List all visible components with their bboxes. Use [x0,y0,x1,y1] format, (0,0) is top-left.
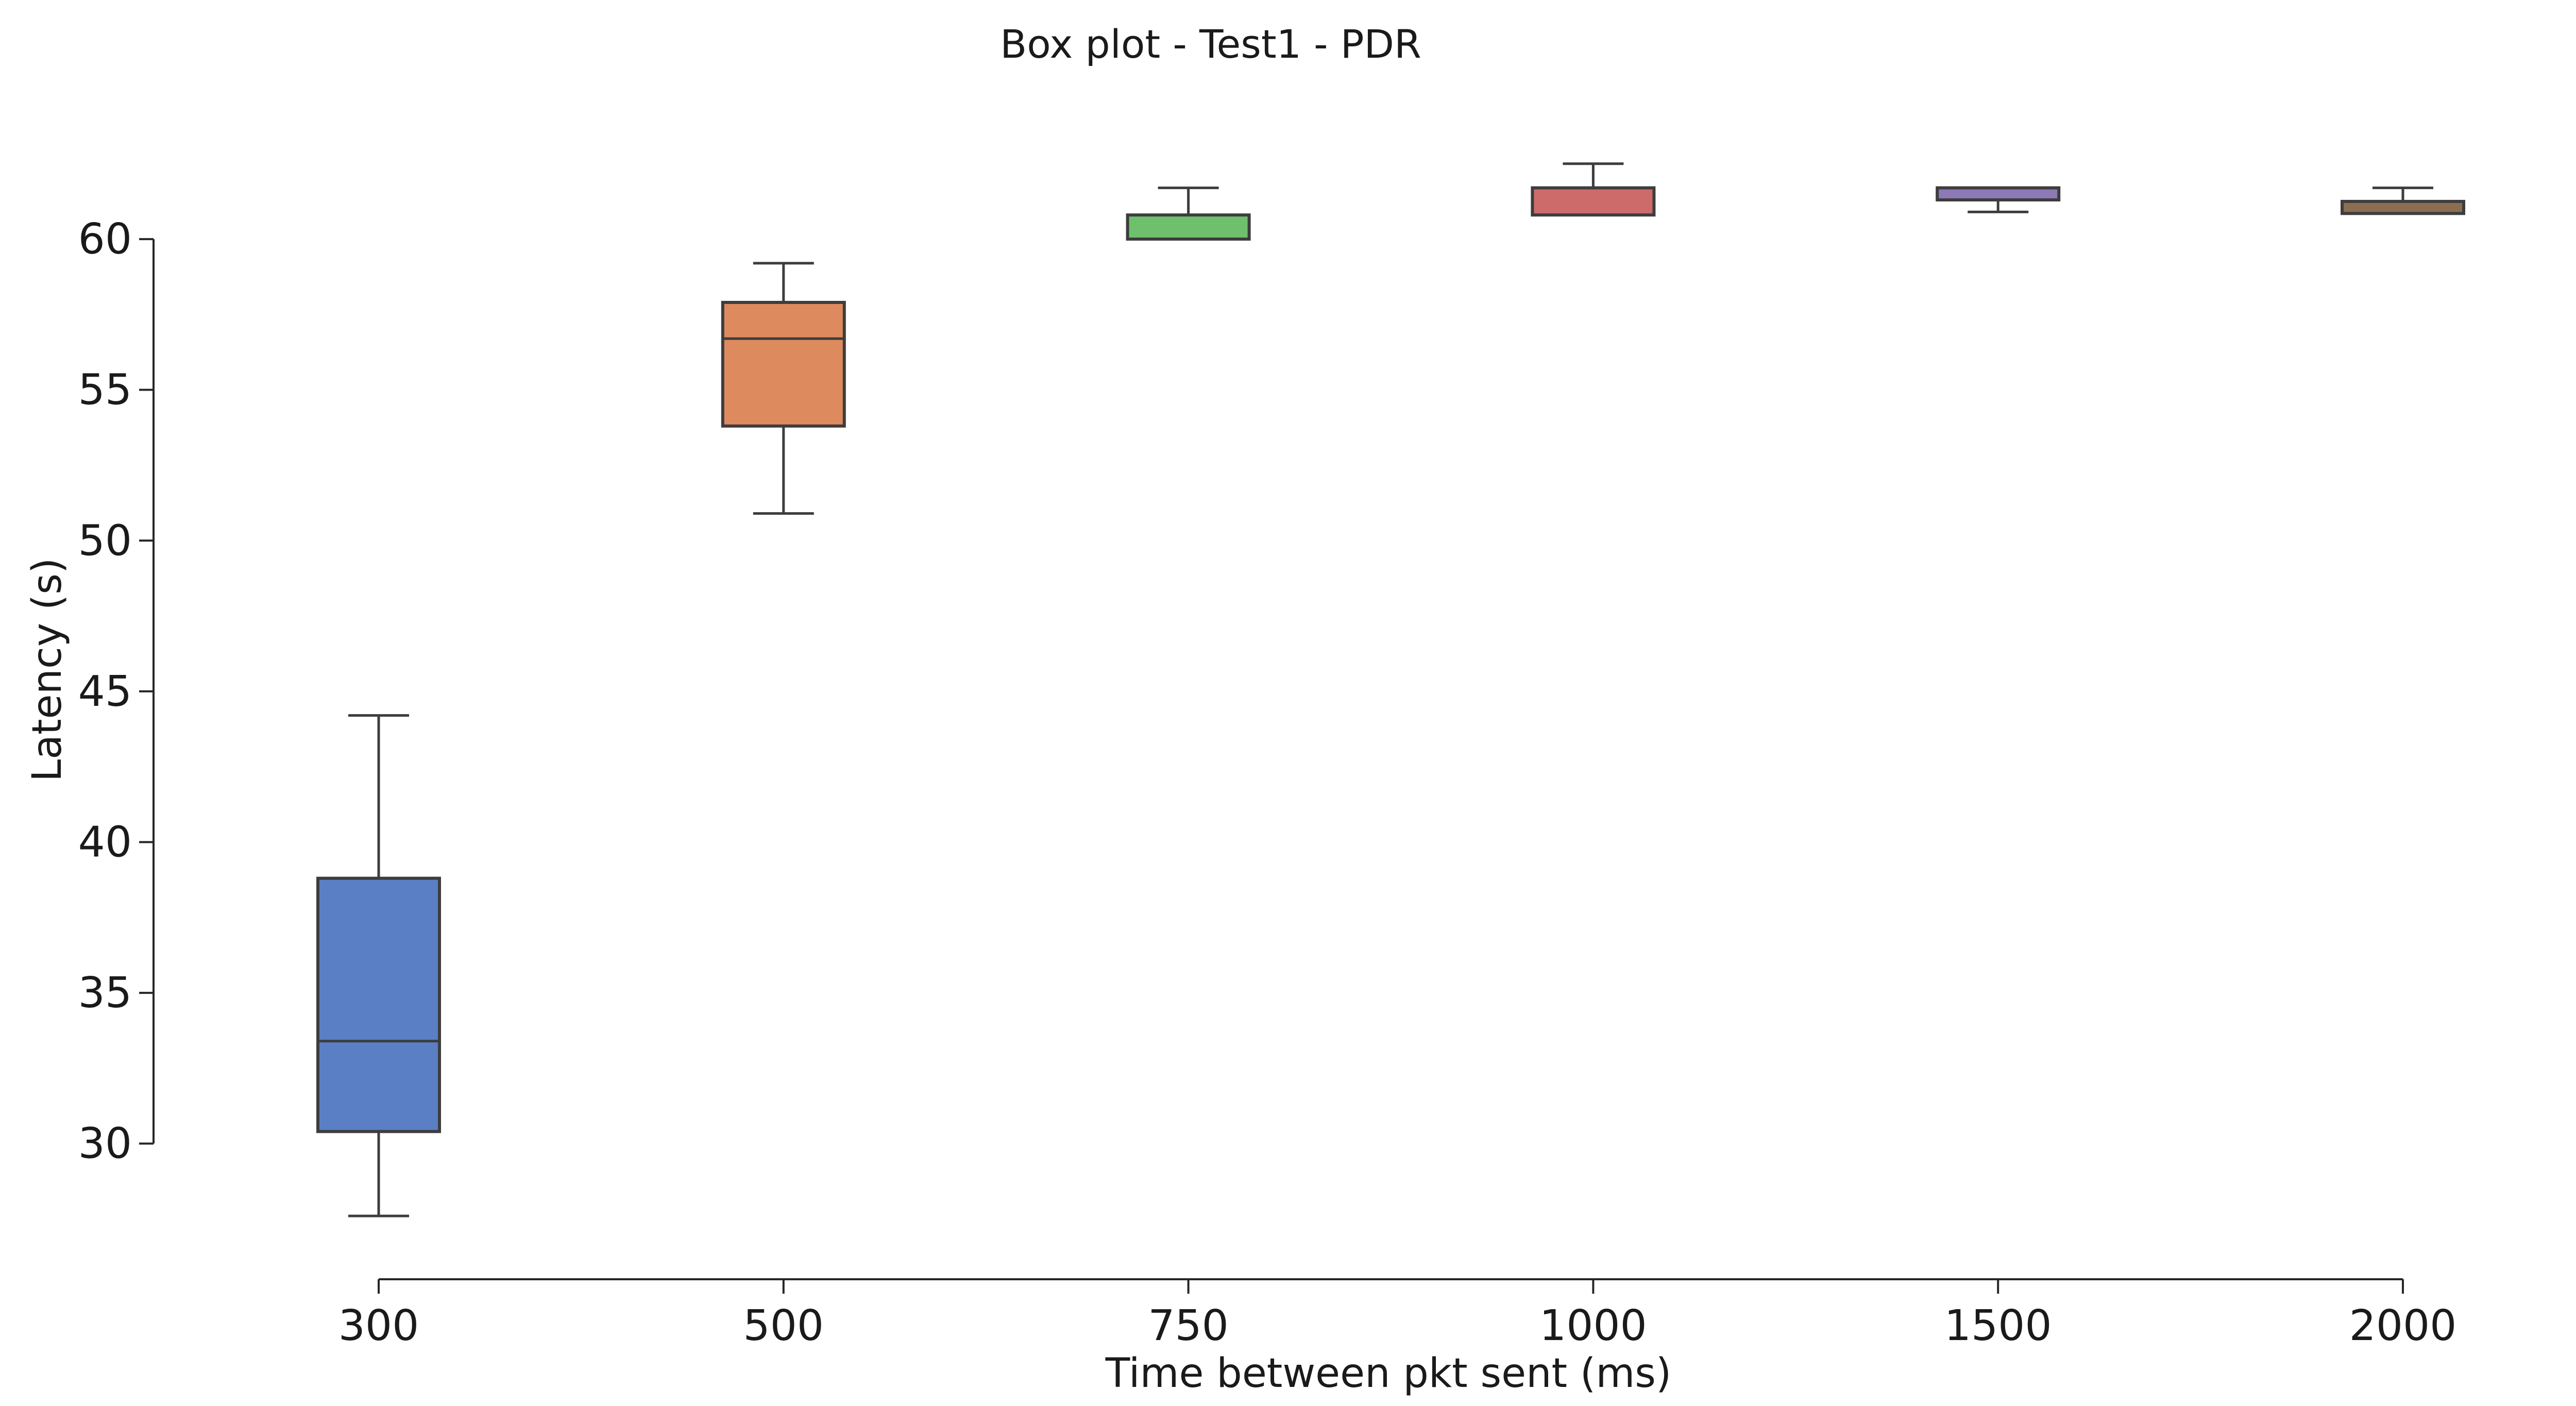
x-tick-label: 2000 [2349,1301,2457,1350]
iqr-box [721,300,846,428]
x-tick-label: 500 [743,1301,824,1350]
box-1500 [1936,186,2061,213]
y-tick-label: 35 [78,969,132,1018]
iqr-box [1936,186,2061,202]
box-500 [721,262,846,515]
y-axis-label: Latency (s) [24,558,71,782]
x-axis-label: Time between pkt sent (ms) [1105,1350,1672,1397]
box-series [316,162,2465,1217]
y-tick-label: 55 [78,366,132,415]
box-1000 [1531,162,1656,217]
iqr-box [316,876,441,1133]
iqr-box [1126,213,1251,241]
box-750 [1126,187,1251,241]
iqr-box [2341,199,2465,215]
x-tick-label: 1500 [1944,1301,2052,1350]
y-tick-label: 45 [78,667,132,716]
y-tick-label: 40 [78,818,132,867]
box-300 [316,714,441,1217]
y-tick-label: 30 [78,1120,132,1168]
x-tick-label: 300 [338,1301,419,1350]
x-axis: 300 500 750 1000 1500 2000 [338,1278,2457,1350]
chart-title: Box plot - Test1 - PDR [1000,21,1421,67]
iqr-box [1531,186,1656,217]
box-2000 [2341,187,2465,215]
x-tick-label: 750 [1148,1301,1229,1350]
x-tick-label: 1000 [1539,1301,1647,1350]
y-tick-label: 50 [78,516,132,565]
y-tick-label: 60 [78,215,132,264]
y-axis: 30 35 40 45 50 55 60 [78,215,155,1168]
